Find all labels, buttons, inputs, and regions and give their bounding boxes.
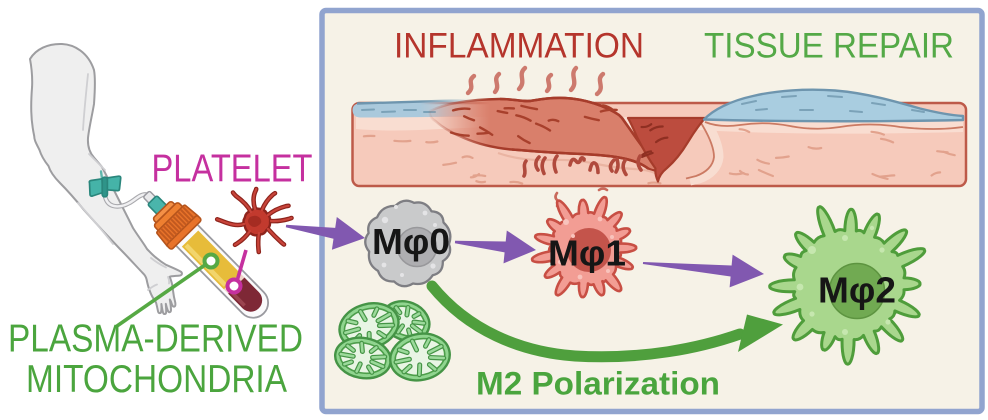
svg-text:MITOCHONDRIA: MITOCHONDRIA	[26, 358, 287, 401]
svg-text:Mφ2: Mφ2	[818, 270, 896, 311]
svg-text:INFLAMMATION: INFLAMMATION	[394, 27, 644, 66]
svg-text:Mφ0: Mφ0	[372, 221, 450, 262]
svg-text:M2 Polarization: M2 Polarization	[476, 366, 720, 402]
svg-text:TISSUE REPAIR: TISSUE REPAIR	[704, 27, 954, 66]
svg-text:PLASMA-DERIVED: PLASMA-DERIVED	[8, 318, 303, 361]
svg-text:Mφ1: Mφ1	[548, 233, 626, 274]
svg-text:PLATELET: PLATELET	[152, 148, 313, 191]
